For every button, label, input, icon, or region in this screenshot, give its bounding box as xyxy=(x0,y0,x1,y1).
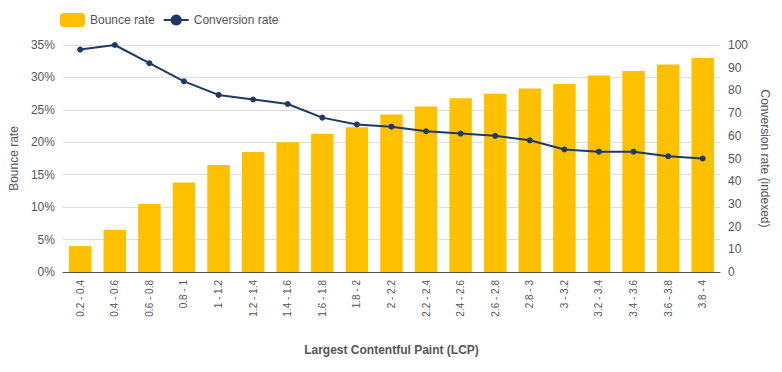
svg-text:2 - 2.2: 2 - 2.2 xyxy=(386,280,397,309)
svg-text:15%: 15% xyxy=(31,168,55,182)
svg-text:2.4 - 2.6: 2.4 - 2.6 xyxy=(455,280,466,317)
svg-text:0.4 - 0.6: 0.4 - 0.6 xyxy=(109,280,120,317)
svg-text:1 - 1.2: 1 - 1.2 xyxy=(213,280,224,309)
svg-text:70: 70 xyxy=(728,106,742,120)
svg-text:1.8 - 2: 1.8 - 2 xyxy=(351,280,362,309)
svg-text:3.8 - 4: 3.8 - 4 xyxy=(697,280,708,309)
svg-text:20: 20 xyxy=(728,220,742,234)
svg-text:2.8 - 3: 2.8 - 3 xyxy=(524,280,535,309)
svg-text:Largest Contentful Paint (LCP): Largest Contentful Paint (LCP) xyxy=(304,343,479,357)
svg-text:0.6 - 0.8: 0.6 - 0.8 xyxy=(144,280,155,317)
svg-text:30: 30 xyxy=(728,197,742,211)
svg-text:35%: 35% xyxy=(31,38,55,52)
svg-text:100: 100 xyxy=(728,38,748,52)
svg-text:3.2 - 3.4: 3.2 - 3.4 xyxy=(593,280,604,317)
svg-text:10: 10 xyxy=(728,242,742,256)
svg-text:0.8 - 1: 0.8 - 1 xyxy=(178,280,189,309)
svg-text:Conversion rate: Conversion rate xyxy=(194,13,279,27)
svg-text:60: 60 xyxy=(728,129,742,143)
svg-text:2.2 - 2.4: 2.2 - 2.4 xyxy=(421,280,432,317)
svg-text:1.2 - 1.4: 1.2 - 1.4 xyxy=(248,280,259,317)
svg-text:Conversion rate (indexed): Conversion rate (indexed) xyxy=(758,89,772,227)
svg-text:90: 90 xyxy=(728,61,742,75)
svg-text:0.2 - 0.4: 0.2 - 0.4 xyxy=(75,280,86,317)
svg-text:Bounce rate: Bounce rate xyxy=(90,13,155,27)
svg-text:3.4 - 3.6: 3.4 - 3.6 xyxy=(628,280,639,317)
svg-text:0%: 0% xyxy=(38,265,56,279)
svg-text:30%: 30% xyxy=(31,70,55,84)
svg-text:40: 40 xyxy=(728,174,742,188)
svg-text:50: 50 xyxy=(728,152,742,166)
svg-text:Bounce rate: Bounce rate xyxy=(7,126,21,191)
svg-text:1.4 - 1.6: 1.4 - 1.6 xyxy=(282,280,293,317)
svg-text:0: 0 xyxy=(728,265,735,279)
svg-text:3.6 - 3.8: 3.6 - 3.8 xyxy=(663,280,674,317)
svg-text:25%: 25% xyxy=(31,103,55,117)
svg-text:2.6 - 2.8: 2.6 - 2.8 xyxy=(490,280,501,317)
svg-text:1.6 - 1.8: 1.6 - 1.8 xyxy=(317,280,328,317)
svg-text:10%: 10% xyxy=(31,200,55,214)
svg-text:20%: 20% xyxy=(31,135,55,149)
svg-text:5%: 5% xyxy=(38,233,56,247)
svg-text:80: 80 xyxy=(728,83,742,97)
svg-text:3 - 3.2: 3 - 3.2 xyxy=(559,280,570,309)
